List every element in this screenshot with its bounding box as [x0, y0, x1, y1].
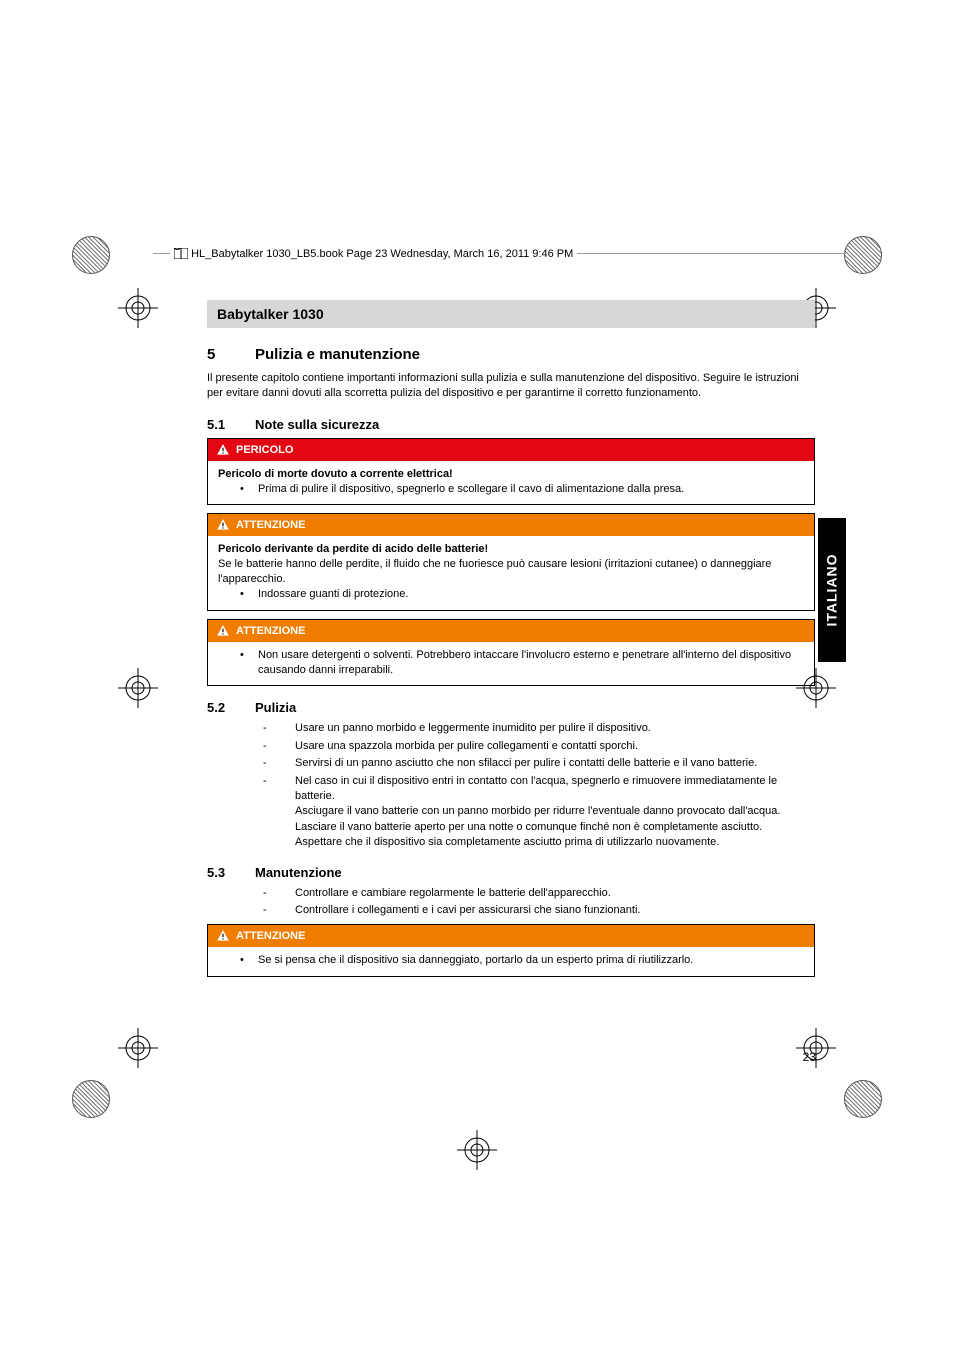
caution2-label: ATTENZIONE [236, 625, 305, 637]
sub3-title: Manutenzione [255, 865, 342, 880]
cleaning-list: Usare un panno morbido e leggermente inu… [207, 721, 815, 850]
language-tab-text: ITALIANO [824, 553, 840, 626]
caution3-bullet: Se si pensa che il dispositivo sia danne… [218, 953, 804, 968]
caution1-label: ATTENZIONE [236, 519, 305, 531]
list-text: Nel caso in cui il dispositivo entri in … [295, 774, 815, 805]
warning-triangle-icon [216, 624, 230, 638]
caution2-body: Non usare detergenti o solventi. Potrebb… [208, 642, 814, 686]
registration-mark-bl [118, 1028, 158, 1068]
section-title: Pulizia e manutenzione [255, 346, 420, 363]
list-item: Nel caso in cui il dispositivo entri in … [263, 774, 815, 851]
maintenance-list: Controllare e cambiare regolarmente le b… [207, 886, 815, 919]
language-tab: ITALIANO [818, 518, 846, 662]
print-corner-tl [72, 236, 110, 274]
print-corner-tr [844, 236, 882, 274]
subsection-5-2: 5.2Pulizia [207, 700, 815, 715]
warning-triangle-icon [216, 518, 230, 532]
section-heading: 5Pulizia e manutenzione [207, 346, 815, 363]
section-number: 5 [207, 346, 255, 363]
caution2-bullet: Non usare detergenti o solventi. Potrebb… [218, 648, 804, 678]
book-icon [174, 248, 188, 259]
caution3-header: ATTENZIONE [208, 925, 814, 947]
registration-mark-tl [118, 288, 158, 328]
sub2-number: 5.2 [207, 700, 255, 715]
list-item: Controllare e cambiare regolarmente le b… [263, 886, 815, 901]
print-corner-bl [72, 1080, 110, 1118]
section-intro: Il presente capitolo contiene importanti… [207, 371, 815, 401]
caution3-label: ATTENZIONE [236, 930, 305, 942]
registration-mark-bc [457, 1130, 497, 1170]
sub1-title: Note sulla sicurezza [255, 417, 379, 432]
list-item: Usare un panno morbido e leggermente inu… [263, 721, 815, 736]
list-text: Aspettare che il dispositivo sia complet… [295, 835, 815, 850]
sub2-title: Pulizia [255, 700, 296, 715]
caution1-line: Se le batterie hanno delle perdite, il f… [218, 557, 804, 587]
page-content: Babytalker 1030 5Pulizia e manutenzione … [207, 300, 815, 985]
danger-header: PERICOLO [208, 439, 814, 461]
caution1-bullet: Indossare guanti di protezione. [218, 587, 804, 602]
book-header: HL_Babytalker 1030_LB5.book Page 23 Wedn… [170, 248, 577, 260]
danger-box: PERICOLO Pericolo di morte dovuto a corr… [207, 438, 815, 506]
caution-box-3: ATTENZIONE Se si pensa che il dispositiv… [207, 924, 815, 977]
caution3-body: Se si pensa che il dispositivo sia danne… [208, 947, 814, 976]
warning-triangle-icon [216, 929, 230, 943]
sub3-number: 5.3 [207, 865, 255, 880]
subsection-5-1: 5.1Note sulla sicurezza [207, 417, 815, 432]
caution-box-2: ATTENZIONE Non usare detergenti o solven… [207, 619, 815, 687]
print-corner-br [844, 1080, 882, 1118]
list-item: Controllare i collegamenti e i cavi per … [263, 903, 815, 918]
caution1-header: ATTENZIONE [208, 514, 814, 536]
list-text: Asciugare il vano batterie con un panno … [295, 804, 815, 819]
page-number: 23 [803, 1050, 816, 1064]
danger-body: Pericolo di morte dovuto a corrente elet… [208, 461, 814, 505]
danger-bullet: Prima di pulire il dispositivo, spegnerl… [218, 482, 804, 497]
danger-bold: Pericolo di morte dovuto a corrente elet… [218, 467, 804, 482]
registration-mark-ml [118, 668, 158, 708]
subsection-5-3: 5.3Manutenzione [207, 865, 815, 880]
danger-label: PERICOLO [236, 444, 293, 456]
list-item: Usare una spazzola morbida per pulire co… [263, 739, 815, 754]
product-title-bar: Babytalker 1030 [207, 300, 815, 328]
list-item: Servirsi di un panno asciutto che non sf… [263, 756, 815, 771]
caution-box-1: ATTENZIONE Pericolo derivante da perdite… [207, 513, 815, 610]
warning-triangle-icon [216, 443, 230, 457]
book-header-text: HL_Babytalker 1030_LB5.book Page 23 Wedn… [191, 248, 573, 260]
caution1-body: Pericolo derivante da perdite di acido d… [208, 536, 814, 609]
caution1-bold: Pericolo derivante da perdite di acido d… [218, 542, 804, 557]
sub1-number: 5.1 [207, 417, 255, 432]
list-text: Lasciare il vano batterie aperto per una… [295, 820, 815, 835]
caution2-header: ATTENZIONE [208, 620, 814, 642]
